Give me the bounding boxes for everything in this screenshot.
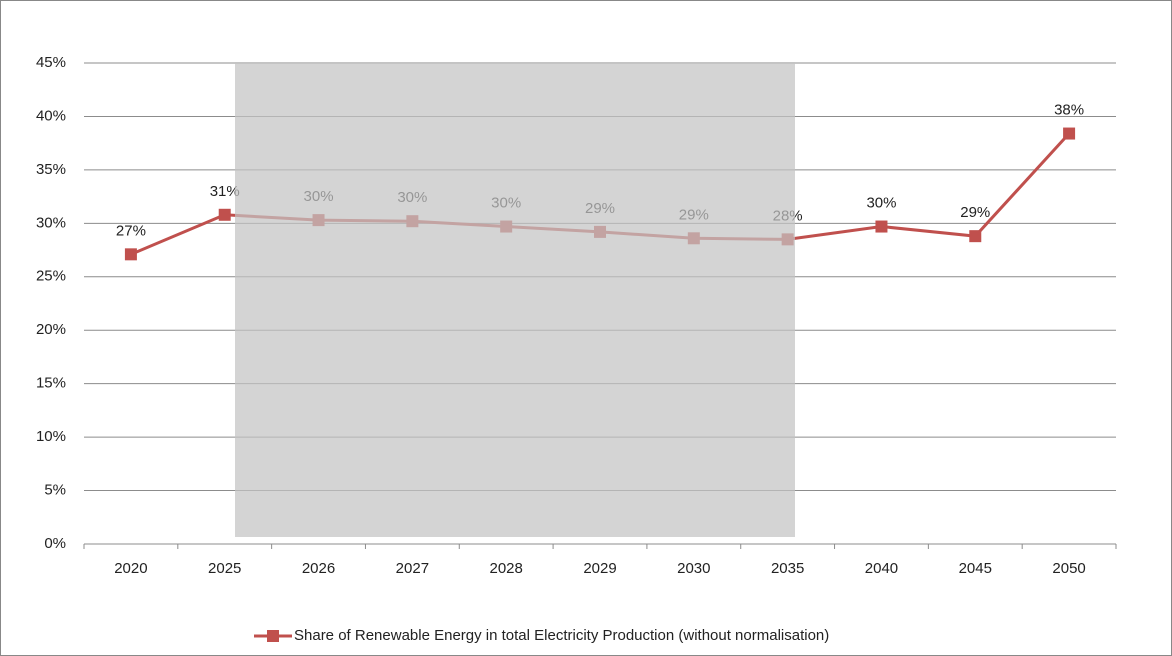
x-tick-label: 2050 [1052, 560, 1085, 577]
x-tick-label: 2035 [771, 560, 804, 577]
legend-marker [267, 630, 279, 642]
y-tick-label: 35% [36, 161, 66, 178]
marker [875, 220, 888, 233]
x-tick-label: 2029 [583, 560, 616, 577]
x-tick-label: 2028 [489, 560, 522, 577]
y-tick-label: 15% [36, 375, 66, 392]
y-tick-label: 30% [36, 214, 66, 231]
x-tick-label: 2030 [677, 560, 710, 577]
y-tick-label: 5% [44, 482, 66, 499]
y-tick-label: 10% [36, 428, 66, 445]
highlight-region [235, 62, 795, 537]
marker [124, 248, 137, 261]
y-tick-label: 20% [36, 321, 66, 338]
x-tick-label: 2020 [114, 560, 147, 577]
data-label: 38% [1054, 102, 1084, 119]
data-label: 30% [866, 195, 896, 212]
y-tick-label: 25% [36, 268, 66, 285]
x-tick-label: 2045 [959, 560, 992, 577]
x-tick-label: 2040 [865, 560, 898, 577]
marker [969, 230, 982, 243]
y-tick-label: 45% [36, 54, 66, 71]
data-label: 29% [960, 204, 990, 221]
x-tick-label: 2027 [396, 560, 429, 577]
legend-label: Share of Renewable Energy in total Elect… [294, 627, 829, 644]
x-tick-label: 2025 [208, 560, 241, 577]
marker [1063, 127, 1076, 140]
data-label: 27% [116, 222, 146, 239]
x-tick-label: 2026 [302, 560, 335, 577]
marker [218, 208, 231, 221]
data-label: 31% [210, 183, 240, 200]
y-tick-label: 40% [36, 107, 66, 124]
y-tick-label: 0% [44, 535, 66, 552]
